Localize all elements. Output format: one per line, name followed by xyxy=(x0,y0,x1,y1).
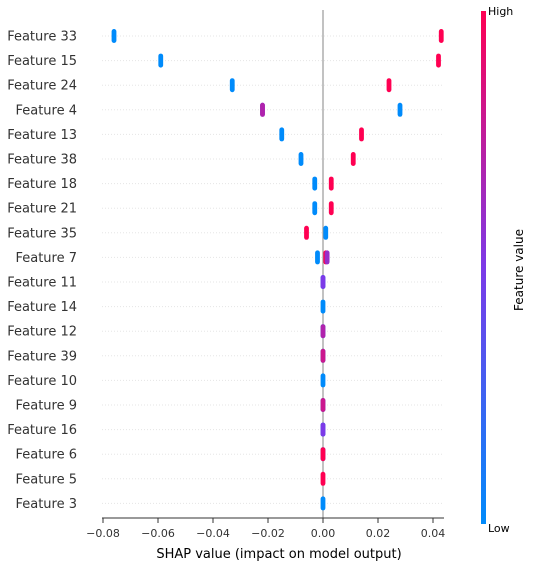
feature-label: Feature 24 xyxy=(7,79,77,94)
x-ticks: −0.08 −0.06 −0.04 −0.02 0.00 0.02 0.04 xyxy=(86,518,445,540)
shap-point xyxy=(320,299,326,314)
feature-label: Feature 13 xyxy=(7,128,77,143)
feature-label: Feature 6 xyxy=(15,448,77,463)
shap-point xyxy=(328,176,334,191)
x-tick-label: −0.04 xyxy=(196,527,230,540)
x-tick-label: −0.06 xyxy=(141,527,175,540)
feature-label: Feature 14 xyxy=(7,300,77,315)
feature-label: Feature 16 xyxy=(7,423,77,438)
colorbar-title: Feature value xyxy=(512,229,526,311)
shap-point xyxy=(158,53,164,68)
shap-point xyxy=(350,152,356,166)
feature-label: Feature 15 xyxy=(7,54,77,69)
shap-point xyxy=(320,275,326,289)
shap-point xyxy=(315,250,320,265)
x-tick-label: −0.02 xyxy=(251,527,285,540)
shap-point xyxy=(229,78,235,93)
shap-point xyxy=(279,127,285,142)
feature-label: Feature 9 xyxy=(15,399,77,414)
shap-point xyxy=(320,422,326,437)
row-guides xyxy=(102,35,444,504)
points-layer xyxy=(111,29,444,511)
shap-point xyxy=(397,102,403,117)
x-axis-title: SHAP value (impact on model output) xyxy=(156,547,401,562)
shap-point xyxy=(312,176,318,191)
feature-label: Feature 12 xyxy=(7,325,77,340)
colorbar xyxy=(481,11,486,524)
shap-point xyxy=(320,373,326,388)
feature-label: Feature 11 xyxy=(7,276,77,291)
shap-point xyxy=(386,78,392,93)
shap-point xyxy=(260,102,265,117)
feature-label: Feature 21 xyxy=(7,202,77,217)
shap-point xyxy=(324,250,330,265)
shap-point xyxy=(312,201,318,216)
feature-label: Feature 5 xyxy=(15,472,77,487)
feature-labels: Feature 33 Feature 15 Feature 24 Feature 4 F… xyxy=(7,30,77,512)
feature-label: Feature 39 xyxy=(7,349,77,364)
feature-label: Feature 7 xyxy=(15,251,77,266)
colorbar-high-label: High xyxy=(488,5,513,18)
shap-point xyxy=(320,324,326,339)
shap-point xyxy=(320,348,326,363)
shap-point xyxy=(320,398,326,412)
shap-point xyxy=(298,152,304,166)
shap-point xyxy=(438,29,444,43)
feature-label: Feature 35 xyxy=(7,226,77,241)
x-tick-label: −0.08 xyxy=(86,527,120,540)
x-tick-label: 0.00 xyxy=(311,527,336,540)
shap-point xyxy=(436,53,441,68)
colorbar-low-label: Low xyxy=(488,522,510,535)
x-tick-label: 0.02 xyxy=(366,527,391,540)
shap-point xyxy=(323,225,329,240)
feature-label: Feature 10 xyxy=(7,374,77,389)
feature-label: Feature 33 xyxy=(7,30,77,45)
feature-label: Feature 4 xyxy=(15,103,77,118)
feature-label: Feature 3 xyxy=(15,497,77,512)
shap-point xyxy=(320,471,326,486)
feature-label: Feature 18 xyxy=(7,177,77,192)
shap-point xyxy=(359,127,364,142)
shap-point xyxy=(320,496,326,511)
shap-point xyxy=(328,201,334,216)
feature-label: Feature 38 xyxy=(7,153,77,168)
x-tick-label: 0.04 xyxy=(421,527,446,540)
shap-point xyxy=(320,447,326,462)
shap-point xyxy=(111,29,117,43)
shap-point xyxy=(304,225,309,240)
